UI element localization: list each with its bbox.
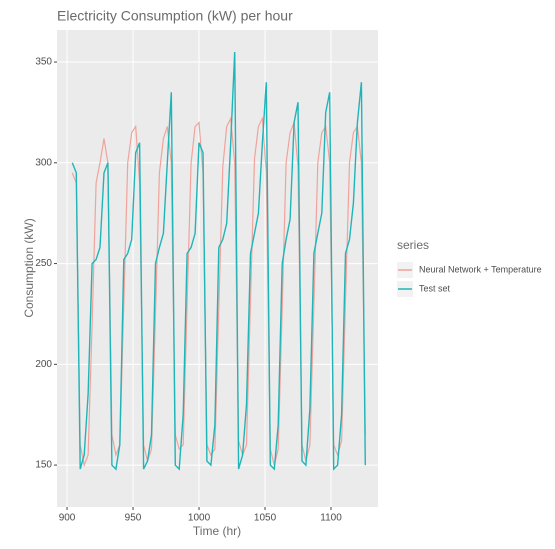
y-tick-label: 200 <box>35 359 52 370</box>
y-tick-label: 250 <box>35 258 52 269</box>
x-tick-label: 1050 <box>254 513 277 524</box>
y-tick-label: 300 <box>35 157 52 168</box>
y-axis-label: Consumption (kW) <box>22 218 36 317</box>
plot-panel <box>57 30 378 507</box>
y-tick-label: 150 <box>35 460 52 471</box>
legend-label: Neural Network + Temperature <box>419 264 542 274</box>
legend-label: Test set <box>419 283 451 293</box>
y-tick-label: 350 <box>35 57 52 68</box>
x-tick-label: 1000 <box>188 513 211 524</box>
x-tick-label: 900 <box>59 513 76 524</box>
chart-title: Electricity Consumption (kW) per hour <box>57 8 293 24</box>
x-tick-label: 950 <box>125 513 142 524</box>
x-tick-label: 1100 <box>320 513 342 524</box>
legend-title: series <box>397 238 429 252</box>
line-series <box>71 51 366 471</box>
x-axis-label: Time (hr) <box>193 524 241 538</box>
